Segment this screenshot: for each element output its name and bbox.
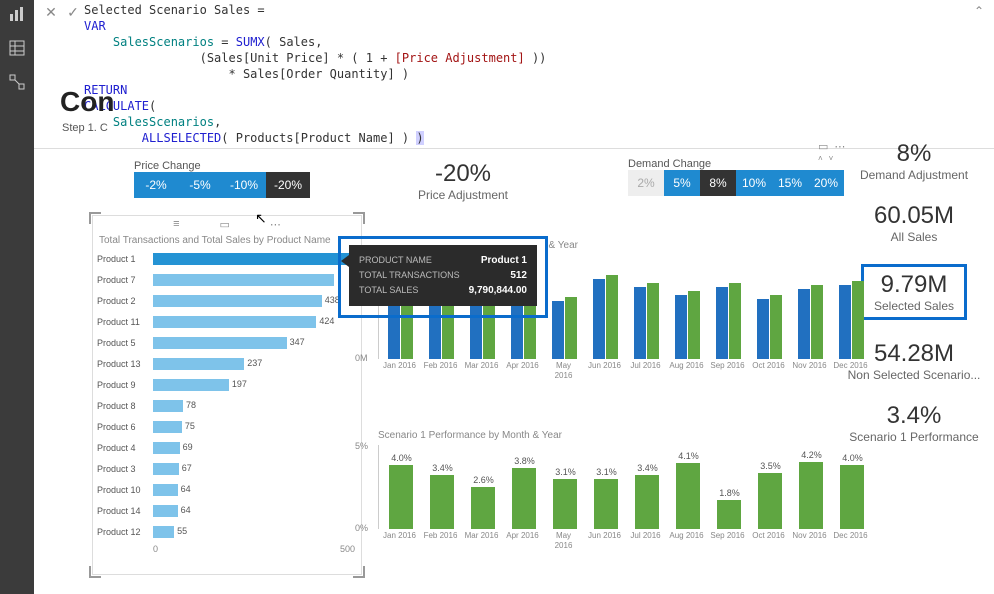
- data-view-icon[interactable]: [9, 40, 25, 56]
- price-adj-label: Price Adjustment: [398, 188, 528, 202]
- filter-icon[interactable]: ≡: [173, 218, 179, 231]
- price-adj-value: -20%: [398, 160, 528, 188]
- left-nav-rail: [0, 0, 34, 594]
- demand-btn-10%[interactable]: 10%: [736, 170, 772, 196]
- hbar-row[interactable]: Product 7: [93, 269, 361, 290]
- kpi-card[interactable]: 8%Demand Adjustment: [860, 140, 968, 182]
- hbar-row[interactable]: Product 469: [93, 437, 361, 458]
- formula-cancel-icon[interactable]: ✕: [45, 4, 57, 21]
- step-text: Step 1. C: [44, 120, 126, 136]
- demand-slicer[interactable]: 2%5%8%10%15%20%: [628, 170, 844, 196]
- hbar-row[interactable]: Product 9197: [93, 374, 361, 395]
- hbar-row[interactable]: Product 2438: [93, 290, 361, 311]
- hbar-row[interactable]: Product 5347: [93, 332, 361, 353]
- page-title: Con: [44, 82, 130, 118]
- hbar-row[interactable]: Product 1255: [93, 521, 361, 542]
- demand-btn-2%[interactable]: 2%: [628, 170, 664, 196]
- kpi-value: 8%: [860, 140, 968, 168]
- chevron-down-icon[interactable]: ˅: [829, 154, 834, 163]
- more-icon[interactable]: ⋯: [270, 218, 281, 231]
- hbar-row[interactable]: Product 11424: [93, 311, 361, 332]
- demand-btn-5%[interactable]: 5%: [664, 170, 700, 196]
- hbar-row[interactable]: Product 367: [93, 458, 361, 479]
- formula-commit-icon[interactable]: ✓: [67, 4, 79, 21]
- hbar-row[interactable]: Product 878: [93, 395, 361, 416]
- model-view-icon[interactable]: [9, 74, 25, 90]
- price-btn--5%[interactable]: -5%: [178, 172, 222, 198]
- hbar-chart[interactable]: ≡ ▭ ⋯ Total Transactions and Total Sales…: [92, 215, 362, 575]
- demand-btn-20%[interactable]: 20%: [808, 170, 844, 196]
- hbar-row[interactable]: Product 1: [93, 248, 361, 269]
- kpi-value: 3.4%: [849, 402, 978, 430]
- hbar-row[interactable]: Product 675: [93, 416, 361, 437]
- hbar-row[interactable]: Product 1464: [93, 500, 361, 521]
- kpi-value: 60.05M: [874, 202, 954, 230]
- formula-text[interactable]: Selected Scenario Sales = VAR SalesScena…: [84, 2, 970, 146]
- report-view-icon[interactable]: [9, 6, 25, 22]
- price-btn--20%[interactable]: -20%: [266, 172, 310, 198]
- hbar-row[interactable]: Product 1064: [93, 479, 361, 500]
- price-btn--2%[interactable]: -2%: [134, 172, 178, 198]
- formula-collapse-icon[interactable]: ⌃: [970, 2, 988, 20]
- tooltip-highlight: PRODUCT NAMEProduct 1TOTAL TRANSACTIONS5…: [338, 236, 548, 318]
- demand-slicer-label: Demand Change: [628, 158, 844, 170]
- demand-btn-8%[interactable]: 8%: [700, 170, 736, 196]
- focus-icon[interactable]: ▭: [220, 218, 230, 231]
- price-slicer[interactable]: -2%-5%-10%-20%: [134, 172, 310, 198]
- hbar-title: Total Transactions and Total Sales by Pr…: [93, 233, 361, 248]
- formula-bar[interactable]: ✕ ✓ Selected Scenario Sales = VAR SalesS…: [34, 0, 994, 149]
- tooltip: PRODUCT NAMEProduct 1TOTAL TRANSACTIONS5…: [349, 245, 537, 306]
- perf-chart-title: Scenario 1 Performance by Month & Year: [378, 430, 898, 445]
- demand-btn-15%[interactable]: 15%: [772, 170, 808, 196]
- price-btn--10%[interactable]: -10%: [222, 172, 266, 198]
- hbar-row[interactable]: Product 13237: [93, 353, 361, 374]
- cursor-icon: ↖: [255, 210, 267, 227]
- kpi-label: Demand Adjustment: [860, 168, 968, 182]
- perf-chart[interactable]: Scenario 1 Performance by Month & Year 5…: [378, 430, 898, 570]
- chevron-up-icon[interactable]: ˄: [818, 154, 823, 163]
- kpi-card[interactable]: 60.05MAll Sales: [874, 202, 954, 244]
- focus-mode-icon[interactable]: ▭: [818, 140, 828, 153]
- visual-header[interactable]: ▭ ⋯: [818, 140, 845, 153]
- price-slicer-label: Price Change: [134, 160, 310, 172]
